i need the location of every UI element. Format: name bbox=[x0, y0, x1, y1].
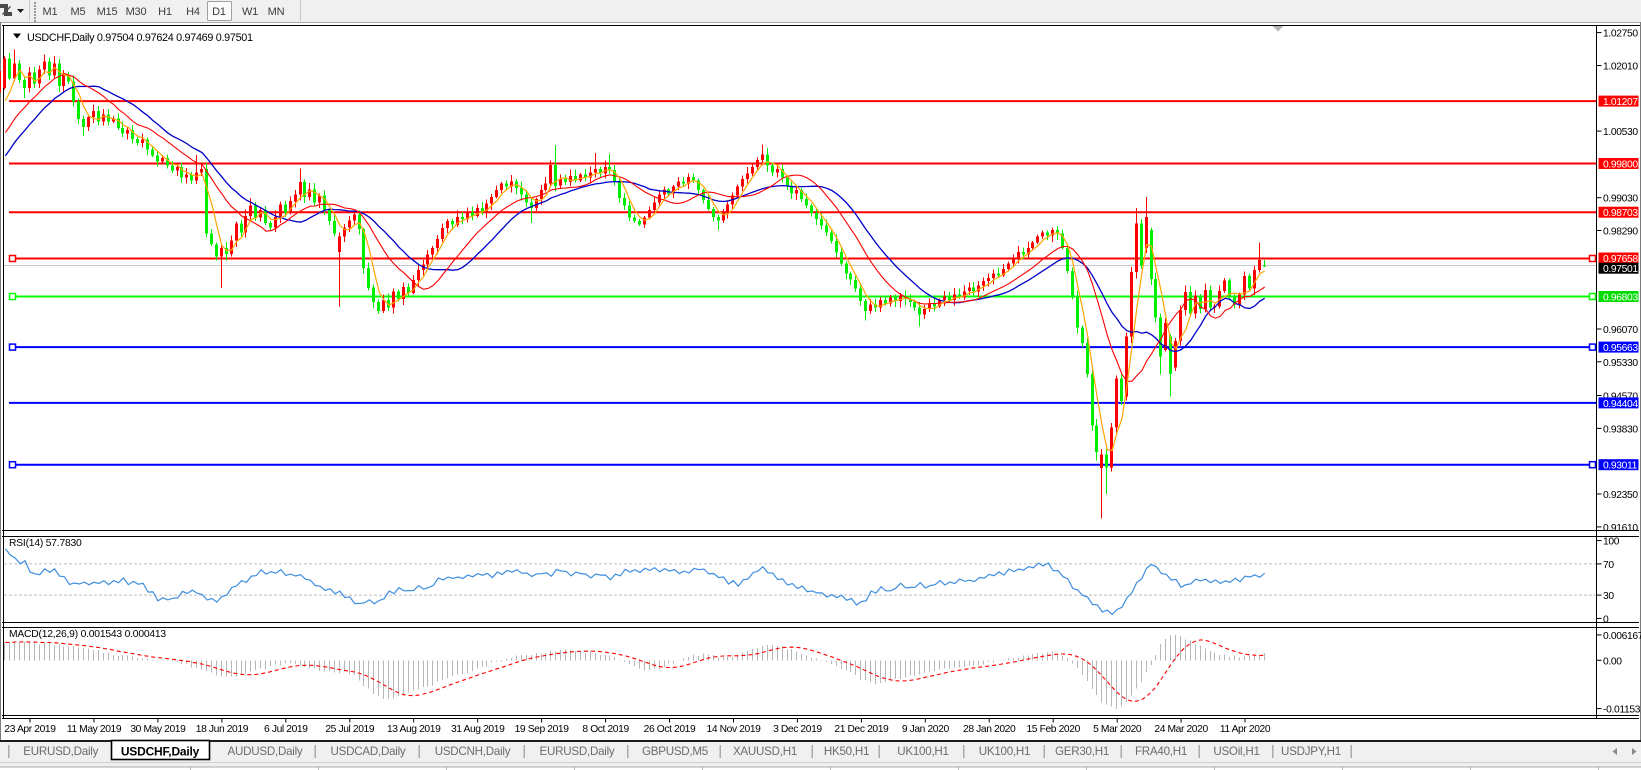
svg-text:USDCNH,Daily: USDCNH,Daily bbox=[435, 745, 511, 758]
svg-text:0.96803: 0.96803 bbox=[1603, 293, 1638, 304]
svg-text:0.95330: 0.95330 bbox=[1603, 358, 1638, 369]
svg-text:6 Jul 2019: 6 Jul 2019 bbox=[264, 724, 308, 735]
svg-text:0.98703: 0.98703 bbox=[1603, 208, 1638, 219]
svg-text:GBPUSD,M5: GBPUSD,M5 bbox=[642, 745, 708, 758]
svg-text:25 Jul 2019: 25 Jul 2019 bbox=[325, 724, 375, 735]
svg-text:0.93011: 0.93011 bbox=[1603, 461, 1638, 472]
svg-text:28 Jan 2020: 28 Jan 2020 bbox=[963, 724, 1016, 735]
svg-text:11 Apr 2020: 11 Apr 2020 bbox=[1220, 724, 1271, 735]
svg-text:UK100,H1: UK100,H1 bbox=[897, 745, 949, 758]
svg-text:0.98290: 0.98290 bbox=[1603, 227, 1638, 238]
svg-text:M5: M5 bbox=[71, 6, 86, 18]
svg-text:0.91610: 0.91610 bbox=[1603, 523, 1638, 534]
svg-text:RSI(14) 57.7830: RSI(14) 57.7830 bbox=[9, 538, 82, 549]
svg-text:0.00: 0.00 bbox=[1603, 656, 1622, 667]
svg-text:H1: H1 bbox=[158, 6, 172, 18]
svg-text:13 Aug 2019: 13 Aug 2019 bbox=[387, 724, 441, 735]
svg-text:23 Apr 2019: 23 Apr 2019 bbox=[4, 724, 56, 735]
svg-text:30 May 2019: 30 May 2019 bbox=[130, 724, 186, 735]
svg-text:M15: M15 bbox=[97, 6, 118, 18]
svg-text:14 Nov 2019: 14 Nov 2019 bbox=[707, 724, 762, 735]
svg-text:70: 70 bbox=[1603, 560, 1614, 571]
svg-text:31 Aug 2019: 31 Aug 2019 bbox=[451, 724, 505, 735]
svg-text:0.006167: 0.006167 bbox=[1603, 631, 1641, 642]
svg-text:XAUUSD,H1: XAUUSD,H1 bbox=[733, 745, 797, 758]
svg-text:0.96070: 0.96070 bbox=[1603, 325, 1638, 336]
svg-text:W1: W1 bbox=[242, 6, 258, 18]
svg-text:19 Sep 2019: 19 Sep 2019 bbox=[515, 724, 570, 735]
svg-text:D1: D1 bbox=[212, 6, 226, 18]
svg-text:GER30,H1: GER30,H1 bbox=[1055, 745, 1109, 758]
svg-text:1.00530: 1.00530 bbox=[1603, 127, 1638, 138]
svg-text:0.94570: 0.94570 bbox=[1603, 392, 1638, 403]
svg-text:MN: MN bbox=[268, 6, 285, 18]
svg-text:USOil,H1: USOil,H1 bbox=[1213, 745, 1259, 758]
svg-text:0.92350: 0.92350 bbox=[1603, 490, 1638, 501]
svg-text:0.93830: 0.93830 bbox=[1603, 424, 1638, 435]
svg-text:18 Jun 2019: 18 Jun 2019 bbox=[196, 724, 249, 735]
svg-text:9 Jan 2020: 9 Jan 2020 bbox=[902, 724, 950, 735]
svg-text:1.01207: 1.01207 bbox=[1603, 97, 1638, 108]
svg-text:1.02010: 1.02010 bbox=[1603, 62, 1638, 73]
svg-text:HK50,H1: HK50,H1 bbox=[824, 745, 869, 758]
svg-text:UK100,H1: UK100,H1 bbox=[979, 745, 1031, 758]
svg-text:0.95663: 0.95663 bbox=[1603, 343, 1638, 354]
svg-text:FRA40,H1: FRA40,H1 bbox=[1135, 745, 1187, 758]
svg-text:USDCHF,Daily: USDCHF,Daily bbox=[121, 745, 200, 759]
svg-text:H4: H4 bbox=[186, 6, 200, 18]
svg-text:21 Dec 2019: 21 Dec 2019 bbox=[834, 724, 889, 735]
svg-text:USDCAD,Daily: USDCAD,Daily bbox=[331, 745, 406, 758]
svg-text:-0.011531: -0.011531 bbox=[1603, 705, 1641, 716]
svg-text:EURUSD,Daily: EURUSD,Daily bbox=[23, 745, 98, 758]
svg-text:EURUSD,Daily: EURUSD,Daily bbox=[540, 745, 615, 758]
svg-text:M1: M1 bbox=[43, 6, 58, 18]
svg-text:USDJPY,H1: USDJPY,H1 bbox=[1281, 745, 1341, 758]
svg-text:5 Mar 2020: 5 Mar 2020 bbox=[1093, 724, 1142, 735]
svg-text:0.99800: 0.99800 bbox=[1603, 160, 1638, 171]
svg-text:30: 30 bbox=[1603, 591, 1614, 602]
svg-text:0.99030: 0.99030 bbox=[1603, 194, 1638, 205]
svg-text:1.02750: 1.02750 bbox=[1603, 29, 1638, 40]
svg-text:MACD(12,26,9) 0.001543 0.00041: MACD(12,26,9) 0.001543 0.000413 bbox=[9, 629, 166, 640]
svg-text:0.94404: 0.94404 bbox=[1603, 399, 1638, 410]
svg-text:USDCHF,Daily 0.97504 0.97624: USDCHF,Daily 0.97504 0.97624 0.97469 0.9… bbox=[27, 32, 253, 44]
svg-text:AUDUSD,Daily: AUDUSD,Daily bbox=[228, 745, 303, 758]
svg-text:100: 100 bbox=[1603, 537, 1620, 548]
svg-text:0.97658: 0.97658 bbox=[1603, 254, 1638, 265]
svg-text:24 Mar 2020: 24 Mar 2020 bbox=[1154, 724, 1208, 735]
svg-text:26 Oct 2019: 26 Oct 2019 bbox=[644, 724, 696, 735]
svg-text:3 Dec 2019: 3 Dec 2019 bbox=[773, 724, 822, 735]
svg-text:0.97501: 0.97501 bbox=[1603, 264, 1638, 275]
svg-text:8 Oct 2019: 8 Oct 2019 bbox=[582, 724, 629, 735]
svg-text:15 Feb 2020: 15 Feb 2020 bbox=[1026, 724, 1080, 735]
svg-text:M30: M30 bbox=[126, 6, 147, 18]
svg-text:11 May 2019: 11 May 2019 bbox=[67, 724, 122, 735]
svg-text:0: 0 bbox=[1603, 614, 1609, 625]
